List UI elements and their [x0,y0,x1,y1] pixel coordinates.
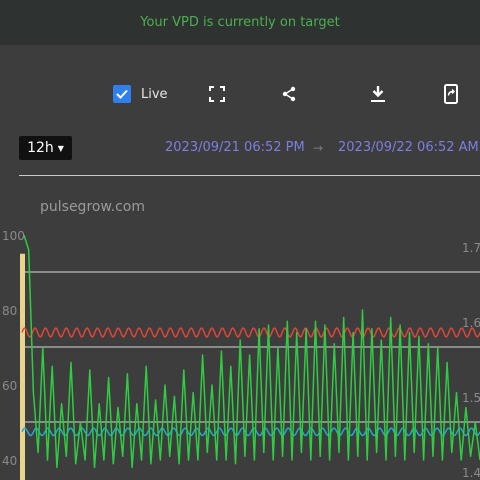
left-tick-label: 40 [2,454,17,468]
range-start-date[interactable]: 2023/09/21 06:52 PM [165,140,305,155]
axis-ticks: 100 80 60 40 1.7 1.6 1.5 1.4 [2,229,480,480]
left-tick-label: 60 [2,379,17,393]
vpd-status-text: Your VPD is currently on target [140,15,340,30]
time-range-dropdown[interactable]: 12h ▼ [19,136,72,160]
series-line-3 [23,234,480,469]
share-icon [282,86,296,102]
range-bar: 12h ▼ 2023/09/21 06:52 PM → 2023/09/22 0… [0,135,480,163]
left-tick-label: 80 [2,304,17,318]
export-button[interactable] [440,78,462,110]
share-button[interactable] [278,78,300,110]
watermark: pulsegrow.com [40,199,145,215]
sensor-chart: 100 80 60 40 1.7 1.6 1.5 1.4 [2,229,480,480]
download-button[interactable] [367,78,389,110]
series-layer [21,234,480,469]
right-tick-label: 1.5 [462,391,480,405]
right-tick-label: 1.7 [462,241,480,255]
caret-down-icon: ▼ [57,143,64,153]
chart-toolbar: Live [0,78,480,110]
arrow-right-icon: → [313,141,324,155]
highlight-band-bar [20,253,25,480]
divider [19,175,480,176]
right-tick-label: 1.4 [462,466,480,480]
fullscreen-button[interactable] [206,78,228,110]
series-line-2 [21,427,480,437]
live-label: Live [141,86,168,102]
phone-export-icon [444,84,458,104]
right-tick-label: 1.6 [462,316,480,330]
live-toggle[interactable]: Live [113,78,173,110]
download-icon [371,86,385,102]
series-line-1 [21,327,480,338]
highlight-band [20,253,25,480]
fullscreen-icon [209,86,225,102]
checkbox-icon[interactable] [113,85,131,103]
time-range-value: 12h [27,140,54,156]
vpd-status-banner: Your VPD is currently on target [0,0,480,45]
range-end-date[interactable]: 2023/09/22 06:52 AM [338,140,479,155]
left-tick-label: 100 [2,229,25,243]
